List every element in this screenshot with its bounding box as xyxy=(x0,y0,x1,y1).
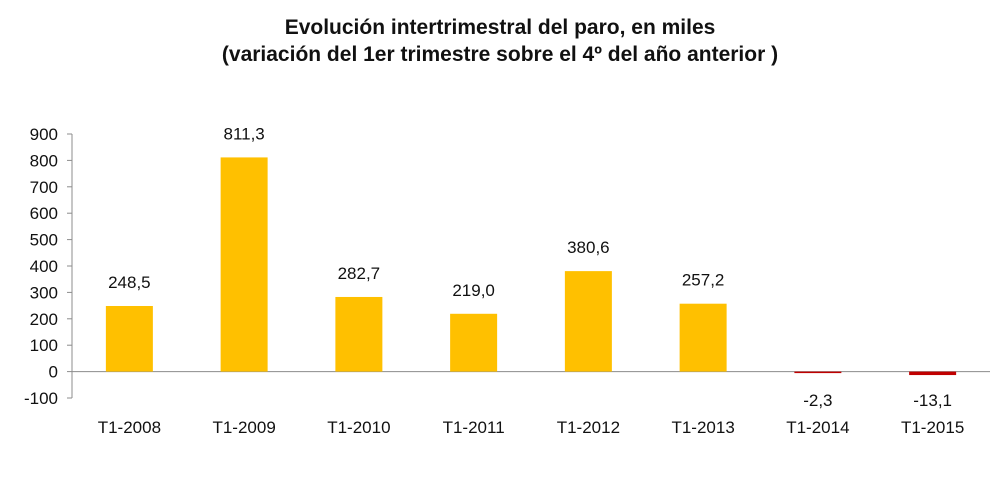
data-label: 219,0 xyxy=(452,281,495,300)
x-tick-label: T1-2014 xyxy=(786,418,849,437)
data-label: 811,3 xyxy=(223,124,264,143)
x-tick-label: T1-2008 xyxy=(98,418,161,437)
chart-title: Evolución intertrimestral del paro, en m… xyxy=(284,16,716,39)
y-tick-label: 200 xyxy=(30,310,58,329)
axes: -100 0 100 200 300 400 500 600 700 800 900 xyxy=(24,125,990,408)
bar xyxy=(220,157,268,372)
data-label: 257,2 xyxy=(682,271,725,290)
y-tick-label: 700 xyxy=(30,178,58,197)
y-tick-label: 300 xyxy=(30,283,58,302)
data-label: 380,6 xyxy=(567,238,610,257)
bar xyxy=(450,313,498,372)
y-tick-label: 400 xyxy=(30,257,58,276)
bar xyxy=(105,305,153,372)
y-tick-label: 800 xyxy=(30,151,58,170)
bar xyxy=(909,371,957,376)
x-tick-label: T1-2010 xyxy=(327,418,390,437)
bar xyxy=(679,303,727,372)
bar xyxy=(794,371,842,374)
data-labels: T1-2008 248,5 T1-2009 811,3 T1-2010 282,7 T1-2… xyxy=(98,124,965,437)
x-tick-label: T1-2011 xyxy=(443,418,505,437)
y-tick-label: 500 xyxy=(30,231,58,250)
y-tick-label: 600 xyxy=(30,204,58,223)
bar xyxy=(335,296,383,372)
chart-subtitle: (variación del 1er trimestre sobre el 4º… xyxy=(221,43,779,66)
x-tick-label: T1-2015 xyxy=(901,418,964,437)
x-tick-label: T1-2013 xyxy=(671,418,734,437)
y-tick-label: 900 xyxy=(30,125,58,144)
y-tick-label: 100 xyxy=(30,336,58,355)
data-label: -2,3 xyxy=(803,391,832,410)
data-label: 248,5 xyxy=(108,273,151,292)
bars xyxy=(105,157,957,376)
bar xyxy=(564,271,612,372)
x-tick-label: T1-2012 xyxy=(557,418,620,437)
y-tick-label: 0 xyxy=(49,363,58,382)
data-label: 282,7 xyxy=(338,264,381,283)
x-tick-label: T1-2009 xyxy=(212,418,275,437)
data-label: -13,1 xyxy=(913,391,952,410)
y-tick-label: -100 xyxy=(24,389,58,408)
